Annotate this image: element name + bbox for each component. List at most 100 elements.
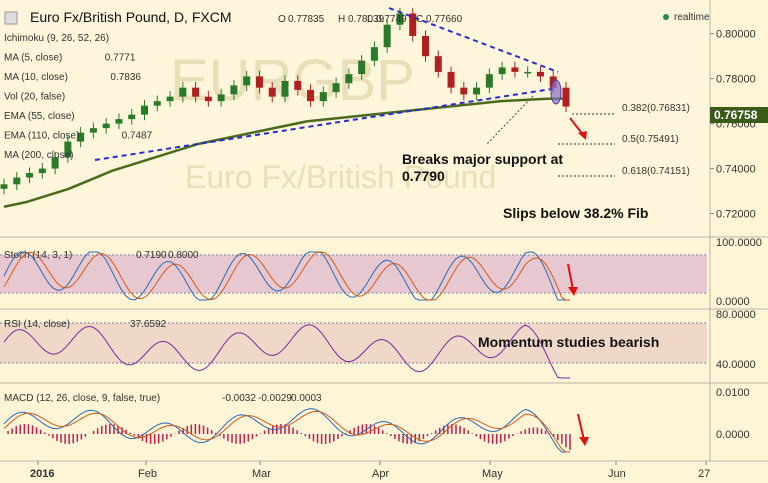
realtime-label: realtime	[674, 12, 710, 23]
candle-body	[51, 157, 59, 169]
candle-body	[524, 71, 532, 74]
price-down-arrow	[569, 117, 587, 140]
current-price-value: 0.76758	[714, 108, 758, 122]
macd-axis-0010: 0.0100	[716, 387, 750, 399]
open-value: 0.77835	[288, 14, 325, 25]
time-tick-label: Jun	[608, 468, 626, 480]
study-label: Ichimoku (9, 26, 52, 26)	[4, 33, 109, 44]
candle-body	[0, 184, 8, 189]
time-tick-label: May	[482, 468, 503, 480]
rsi-line	[3, 324, 570, 379]
fib-618-label: 0.618(0.74151)	[622, 166, 690, 177]
break-highlight	[550, 79, 562, 105]
close-label: C	[416, 14, 423, 25]
candle-body	[115, 119, 123, 124]
study-value: 0.7487	[122, 131, 153, 142]
watermark-name: Euro Fx/British Pound	[185, 159, 496, 195]
candle-body	[153, 101, 161, 106]
candle-body	[498, 67, 506, 75]
candle-body	[204, 96, 212, 102]
price-tick-label: 0.80000	[716, 29, 756, 41]
stoch-k-line	[3, 251, 570, 301]
support-annotation-line1: Breaks major support at	[402, 151, 563, 167]
price-tick-label: 0.72000	[716, 209, 756, 221]
fib-50-label: 0.5(0.75491)	[622, 134, 679, 145]
rsi-band	[0, 323, 707, 363]
rsi-value: 37.6592	[130, 319, 167, 330]
candle-body	[141, 105, 148, 115]
study-label: EMA (110, close)	[4, 131, 79, 142]
support-pointer	[486, 95, 534, 145]
candle-body	[268, 87, 276, 97]
candle-body	[217, 94, 225, 102]
candle-body	[396, 13, 404, 25]
candle-body	[447, 71, 455, 88]
high-label: H	[338, 14, 345, 25]
candle-body	[128, 114, 136, 120]
price-tick-label: 0.74000	[716, 164, 756, 176]
rising-support-trendline[interactable]	[94, 87, 559, 161]
price-panel[interactable]	[0, 0, 710, 236]
stoch-axis-100: 100.0000	[716, 237, 762, 249]
candle-body	[281, 80, 289, 97]
candle-body	[370, 47, 378, 61]
candle-body	[473, 87, 481, 95]
study-value: 0.7771	[105, 53, 136, 64]
macd-signal-line	[3, 410, 570, 453]
momentum-annotation: Momentum studies bearish	[478, 334, 659, 350]
falling-trendline[interactable]	[388, 7, 559, 73]
low-label: L	[367, 14, 373, 25]
stoch-label: Stoch (14, 3, 1)	[4, 250, 72, 261]
time-axis[interactable]: 2016 Feb Mar Apr May Jun 27	[30, 461, 710, 480]
stoch-down-arrow	[567, 263, 578, 296]
study-label: MA (200, close)	[4, 150, 73, 161]
candle-body	[485, 74, 493, 88]
candle-body	[562, 87, 570, 107]
macd-axis-0000: 0.0000	[716, 429, 750, 441]
macd-signal-value: 0.0003	[291, 393, 322, 404]
ema-110-polyline	[3, 97, 567, 209]
candle-body	[332, 83, 340, 93]
candle-body	[26, 173, 34, 178]
study-label: EMA (55, close)	[4, 111, 75, 122]
time-tick-label: Mar	[252, 468, 271, 480]
candle-body	[409, 13, 417, 36]
candle-body	[64, 141, 72, 158]
candle-body	[102, 123, 110, 129]
candle-body	[230, 85, 238, 95]
rsi-axis-40: 40.0000	[716, 359, 756, 371]
candle-body	[166, 96, 174, 102]
candle-body	[358, 60, 366, 75]
candle-body	[345, 74, 353, 84]
candle-body	[243, 76, 251, 86]
stoch-k-value: 0.7190	[136, 250, 167, 261]
collapse-icon[interactable]	[4, 11, 18, 25]
candle-body	[536, 71, 544, 77]
macd-hist-value: -0.0032	[222, 393, 256, 404]
high-value: 0.78039	[348, 14, 385, 25]
fib-382-label: 0.382(0.76831)	[622, 103, 690, 114]
candle-body	[460, 87, 468, 95]
chart-title: Euro Fx/British Pound, D, FXCM	[30, 9, 232, 25]
current-price-badge	[710, 107, 768, 123]
candle-body	[179, 87, 187, 97]
time-tick-label: 27	[698, 468, 710, 480]
candle-body	[192, 87, 200, 97]
macd-histogram	[7, 424, 571, 450]
stoch-d-value: 0.8000	[168, 250, 199, 261]
macd-label: MACD (12, 26, close, 9, false, true)	[4, 393, 160, 404]
study-label: MA (5, close)	[4, 53, 62, 64]
close-value: 0.77660	[426, 14, 463, 25]
time-tick-label: Apr	[372, 468, 389, 480]
candle-body	[319, 92, 327, 102]
candle-body	[38, 168, 46, 174]
open-label: O	[278, 14, 286, 25]
rsi-label: RSI (14, close)	[4, 319, 70, 330]
candle-body	[13, 177, 21, 185]
candle-body	[434, 56, 442, 72]
candle-body	[294, 80, 302, 90]
ema-110-line	[3, 97, 567, 209]
price-tick-label: 0.78000	[716, 74, 756, 86]
